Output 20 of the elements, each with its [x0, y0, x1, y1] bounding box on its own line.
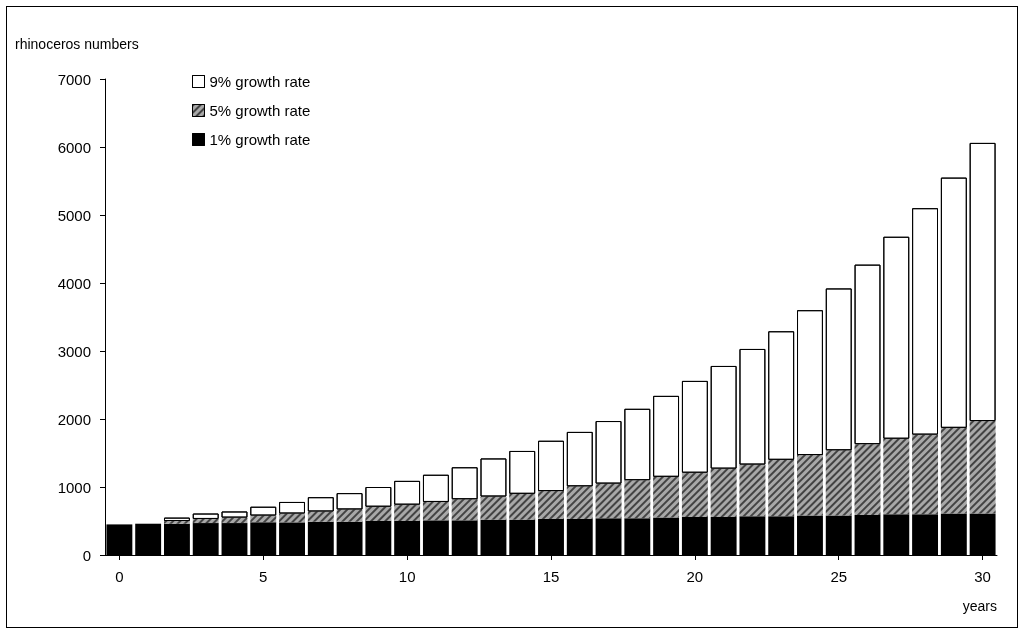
x-tick-label: 10 [398, 568, 416, 585]
y-tick-label: 3000 [57, 342, 91, 360]
x-tick-label: 30 [974, 568, 991, 585]
y-axis-title: rhinoceros numbers [15, 36, 139, 52]
legend-label: 5% growth rate [209, 102, 311, 119]
x-axis-title: years [962, 598, 997, 614]
y-tick-label: 0 [82, 546, 91, 564]
y-tick-label: 1000 [57, 478, 91, 496]
legend-label: 1% growth rate [209, 131, 311, 148]
x-tick-label: 25 [830, 568, 848, 585]
x-tick-label: 5 [259, 568, 268, 585]
x-tick-label: 0 [115, 568, 124, 585]
y-tick-label: 4000 [57, 274, 91, 292]
x-tick-label: 20 [686, 568, 704, 585]
y-tick-label: 6000 [57, 138, 91, 156]
legend-label: 9% growth rate [209, 73, 311, 90]
y-tick-label: 5000 [57, 206, 91, 224]
y-tick-label: 7000 [57, 70, 91, 88]
y-tick-label: 2000 [57, 410, 91, 428]
x-tick-label: 15 [542, 568, 560, 585]
